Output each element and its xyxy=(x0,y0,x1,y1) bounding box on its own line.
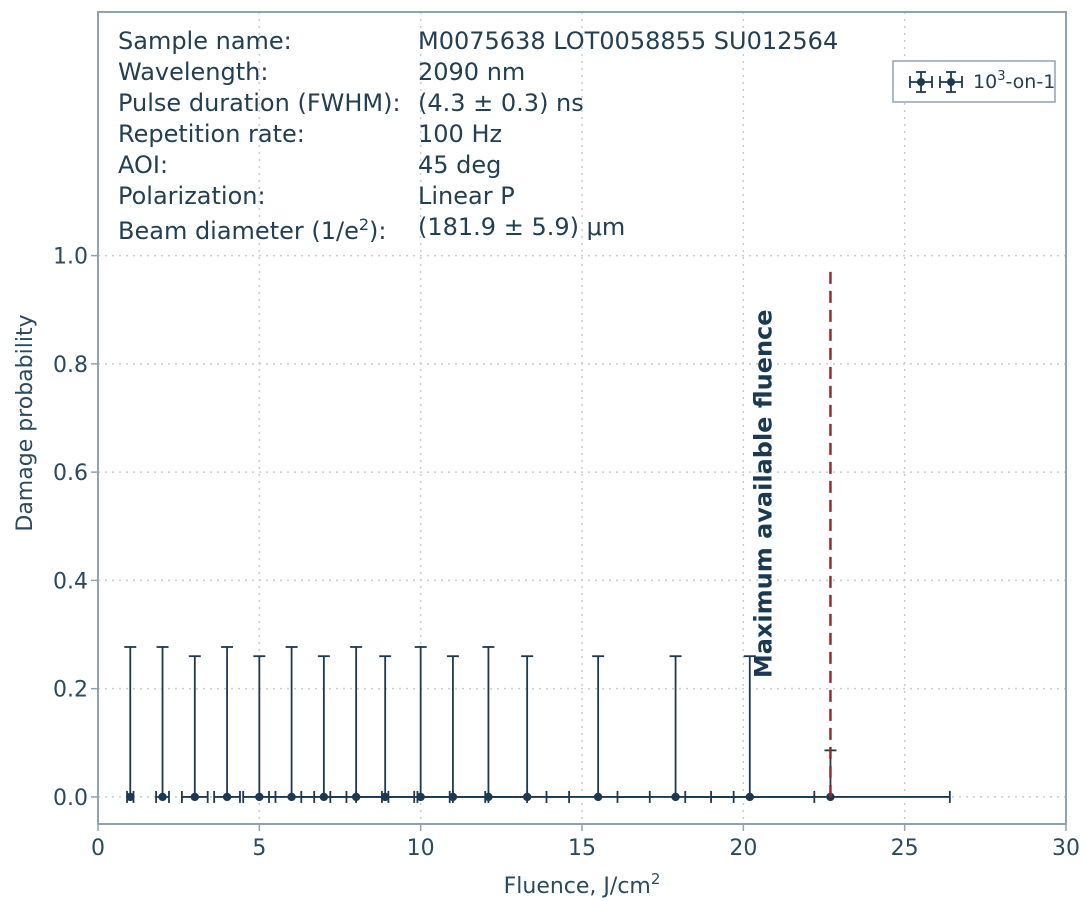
info-value-beam: (181.9 ± 5.9) μm xyxy=(418,213,625,241)
legend-label: 103-on-1 xyxy=(973,69,1055,93)
x-tick-label: 5 xyxy=(252,836,266,861)
info-label: Sample name: xyxy=(118,27,292,55)
data-point xyxy=(387,646,454,803)
data-point xyxy=(268,646,316,803)
axes: 0 5 10 15 20 25 30 0.0 0.2 0.4 0.6 0.8 1.0 Fluence, J… xyxy=(13,11,1080,899)
legend-marker xyxy=(939,71,963,93)
x-tick-label: 20 xyxy=(729,836,757,861)
annotation: Maximum available fluence xyxy=(750,309,778,678)
x-tick-label: 25 xyxy=(891,836,919,861)
sample-info-block: Sample name: M0075638 LOT0058855 SU012564… xyxy=(118,27,838,245)
data-marker xyxy=(126,792,135,802)
info-value: 45 deg xyxy=(418,151,501,179)
info-value: M0075638 LOT0058855 SU012564 xyxy=(418,27,838,55)
data-marker xyxy=(287,792,296,802)
y-tick-label: 0.2 xyxy=(53,678,88,703)
y-tick-label: 1.0 xyxy=(53,245,88,270)
max-fluence-annotation: Maximum available fluence xyxy=(750,309,778,678)
data-point xyxy=(355,655,416,803)
info-label: Wavelength: xyxy=(118,58,268,86)
info-value: 100 Hz xyxy=(418,120,502,148)
x-tick-label: 15 xyxy=(568,836,596,861)
data-marker xyxy=(255,792,264,802)
data-point xyxy=(242,655,277,803)
x-tick-label: 0 xyxy=(91,836,105,861)
data-marker xyxy=(593,792,603,802)
data-point xyxy=(300,655,348,803)
data-marker xyxy=(319,792,329,802)
legend-marker xyxy=(909,71,933,93)
legend: 103-on-1 xyxy=(892,60,1056,103)
info-value: Linear P xyxy=(418,182,515,210)
data-marker xyxy=(190,792,199,802)
data-marker xyxy=(158,792,167,802)
info-label: Repetition rate: xyxy=(118,120,305,148)
info-label: Pulse duration (FWHM): xyxy=(118,89,401,117)
data-point xyxy=(180,655,209,803)
data-point xyxy=(329,646,383,803)
data-marker xyxy=(380,792,390,802)
data-series xyxy=(124,646,951,803)
y-tick-label: 0.0 xyxy=(53,786,88,811)
info-value: (4.3 ± 0.3) ns xyxy=(418,89,584,117)
data-marker xyxy=(222,792,232,802)
info-label: AOI: xyxy=(118,151,168,179)
info-label-beam: Beam diameter (1/e2): xyxy=(118,215,387,245)
data-point xyxy=(155,646,170,803)
y-tick-label: 0.8 xyxy=(53,353,88,378)
data-point xyxy=(416,655,490,803)
x-tick-label: 10 xyxy=(407,836,435,861)
data-marker xyxy=(522,792,532,802)
legend-dot xyxy=(947,78,955,86)
y-axis-label: Damage probability xyxy=(13,314,38,531)
data-point xyxy=(213,646,241,803)
x-tick-label: 30 xyxy=(1052,836,1080,861)
info-value: 2090 nm xyxy=(418,58,525,86)
data-point xyxy=(484,655,570,803)
data-point xyxy=(616,655,735,803)
data-marker xyxy=(671,792,680,802)
info-label: Polarization: xyxy=(118,182,266,210)
y-tick-label: 0.6 xyxy=(53,461,88,486)
y-tick-label: 0.4 xyxy=(53,569,88,594)
data-point xyxy=(545,655,651,803)
data-point xyxy=(448,646,529,803)
data-point xyxy=(124,646,137,803)
legend-dot xyxy=(917,78,925,86)
x-axis-label: Fluence, J/cm2 xyxy=(504,870,661,899)
